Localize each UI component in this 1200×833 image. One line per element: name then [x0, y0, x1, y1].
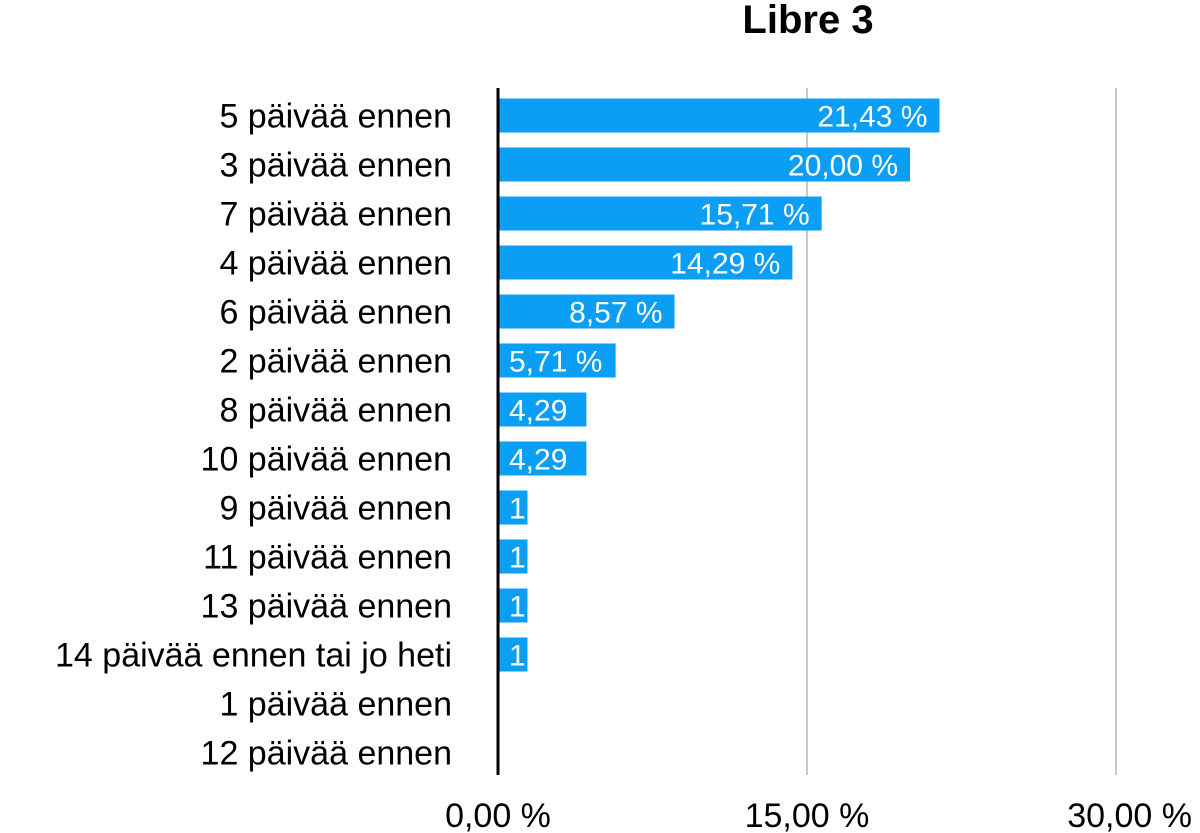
bar	[499, 196, 822, 231]
category-label: 2 päivää ennen	[219, 343, 452, 381]
bar	[499, 490, 528, 525]
category-label: 13 päivää ennen	[201, 588, 452, 626]
data-label: 20,00 %	[788, 150, 898, 183]
bars: 21,43 % 20,00 % 15,71 % 14,29 %8,57 % 5,71 %…	[499, 98, 940, 673]
bar	[499, 392, 587, 427]
data-label: 1	[509, 542, 526, 575]
data-label: 8,57 %	[569, 297, 662, 330]
data-label: 14,29 %	[670, 248, 780, 281]
bar	[499, 441, 587, 476]
bar	[499, 98, 940, 133]
gridlines	[806, 88, 1117, 775]
category-label: 14 päivää ennen tai jo heti	[55, 637, 452, 675]
data-label: 1	[509, 591, 526, 624]
bar	[499, 343, 616, 378]
x-tick-label: 15,00 %	[745, 797, 870, 833]
data-label: 4,29	[509, 395, 567, 428]
x-tick-label: 30,00 %	[1067, 797, 1192, 833]
category-label: 8 päivää ennen	[219, 392, 452, 430]
bar	[499, 245, 793, 280]
bar	[499, 637, 528, 672]
data-label: 5,71 %	[509, 346, 602, 379]
category-label: 4 päivää ennen	[219, 245, 452, 283]
category-label: 7 päivää ennen	[219, 196, 452, 234]
category-label: 1 päivää ennen	[219, 686, 452, 724]
category-label: 6 päivää ennen	[219, 294, 452, 332]
category-label: 3 päivää ennen	[219, 147, 452, 185]
data-label: 4,29	[509, 444, 567, 477]
x-tick-label: 0,00 %	[445, 797, 551, 833]
data-label: 1	[509, 493, 526, 526]
category-label: 5 päivää ennen	[219, 98, 452, 136]
category-label: 12 päivää ennen	[201, 735, 452, 773]
data-label: 15,71 %	[700, 199, 810, 232]
category-label: 9 päivää ennen	[219, 490, 452, 528]
chart-title: Libre 3	[742, 0, 873, 42]
category-labels: 5 päivää ennen 3 päivää ennen 7 päivää enn…	[55, 98, 452, 773]
bar	[499, 147, 910, 182]
bar	[499, 294, 675, 329]
bar	[499, 588, 528, 623]
category-label: 11 päivää ennen	[203, 539, 452, 577]
data-label: 21,43 %	[817, 101, 927, 134]
data-label: 1	[509, 640, 526, 673]
x-tick-labels: 0,00 % 15,00 % 30,00 %	[445, 797, 1192, 833]
category-label: 10 päivää ennen	[201, 441, 452, 479]
bar	[499, 539, 528, 574]
